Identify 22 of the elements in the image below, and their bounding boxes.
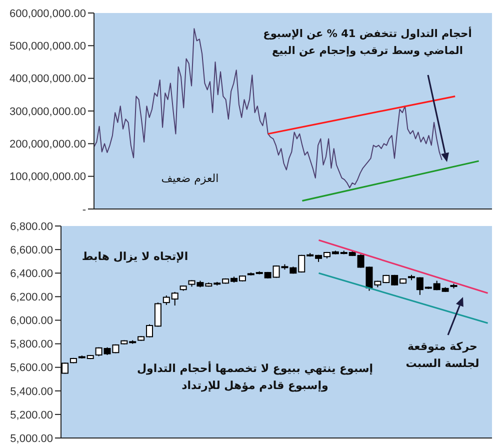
y-tick-label: 500,000,000.00 [10, 40, 86, 53]
annotation: العزم ضعيف [160, 171, 220, 187]
y-tick-label: 5,000.00 [10, 432, 53, 444]
y-tick-label: - [82, 204, 86, 216]
y-tick-label: 5,600.00 [10, 362, 53, 374]
y-tick-label: 5,800.00 [10, 338, 53, 351]
y-tick-label: 200,000,000.00 [10, 138, 86, 151]
y-tick-label: 100,000,000.00 [10, 171, 86, 184]
annotation: إسبوع ينتهي ببيوع لا تخصمها أحجام التداول وإسبوع قادم مؤهل للإرتداد [136, 360, 374, 394]
y-tick-label: 400,000,000.00 [10, 73, 86, 86]
y-tick-label: 6,200.00 [10, 292, 53, 304]
y-tick-label: 5,400.00 [10, 386, 53, 398]
annotation: أحجام التداول تتخفض 41 % عن الإسبوع الماضي وسط ترقب وإحجام عن البيع [262, 26, 473, 59]
annotation: الإتجاه لا يزال هابط [80, 249, 190, 265]
annotation: حركة متوقعة لجلسة السبت [404, 339, 480, 372]
y-tick-label: 600,000,000.00 [10, 8, 86, 20]
y-tick-label: 5,200.00 [10, 409, 53, 422]
y-tick-label: 6,000.00 [10, 315, 53, 328]
y-tick-label: 6,600.00 [10, 244, 53, 256]
y-tick-label: 6,400.00 [10, 268, 53, 280]
y-tick-label: 300,000,000.00 [10, 106, 86, 118]
y-tick-label: 6,800.00 [10, 220, 53, 233]
